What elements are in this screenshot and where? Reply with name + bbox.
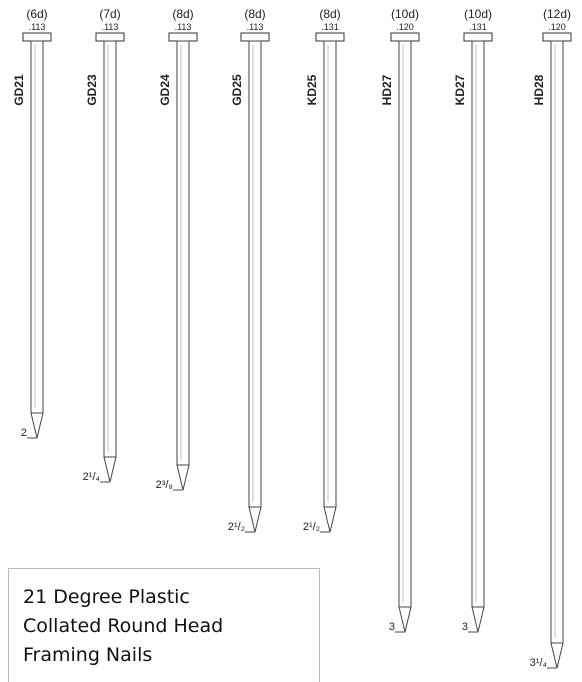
nail-length: 3: [389, 621, 395, 633]
nail-gauge: .131: [469, 22, 487, 32]
nail-code: GD25: [230, 74, 244, 106]
nail-point: [176, 464, 190, 491]
nail-head: [22, 32, 52, 42]
nail-head: [390, 32, 420, 42]
nail-head: [542, 32, 572, 42]
nail-shank: [550, 40, 564, 644]
nail-length: 2¹/₄: [83, 471, 101, 483]
nail-size: (8d): [244, 7, 265, 21]
nail-length: 2³/₈: [156, 479, 173, 491]
nail-point: [550, 642, 564, 669]
nail-size: (6d): [26, 7, 47, 21]
nail-shank: [471, 40, 485, 608]
nail-gauge: .113: [29, 22, 46, 32]
nail-point: [323, 506, 337, 533]
nail-gauge: .120: [396, 22, 414, 32]
nail-size: (12d): [543, 7, 571, 21]
nail-gauge: .113: [247, 22, 264, 32]
nail-head: [168, 32, 198, 42]
nail-length: 3¹/₄: [530, 657, 548, 669]
nail-shank: [103, 40, 117, 458]
caption-line: Framing Nails: [23, 644, 153, 666]
nail-length: 3: [462, 621, 468, 633]
nail-length: 2¹/₂: [303, 521, 320, 533]
nail-gauge: .131: [321, 22, 339, 32]
nail-length: 2: [21, 427, 27, 439]
nail-code: HD27: [380, 74, 394, 105]
nail-code: GD23: [85, 74, 99, 106]
nail-gauge: .113: [102, 22, 119, 32]
nail-head: [463, 32, 493, 42]
nail-gauge: .120: [548, 22, 566, 32]
nail-shank: [398, 40, 412, 608]
nail-code: HD28: [532, 74, 546, 105]
nail-size: (7d): [99, 7, 120, 21]
nail-shank: [323, 40, 337, 508]
nail-shank: [176, 40, 190, 466]
nail-point: [398, 606, 412, 633]
nail-code: GD21: [12, 74, 26, 106]
nail-code: GD24: [158, 74, 172, 106]
nail-size: (10d): [464, 7, 492, 21]
nail-head: [315, 32, 345, 42]
nail-code: KD27: [453, 74, 467, 105]
nail-point: [30, 412, 44, 439]
nail-point: [248, 506, 262, 533]
nail-size: (10d): [391, 7, 419, 21]
nail-gauge: .113: [175, 22, 192, 32]
nail-point: [103, 456, 117, 483]
nail-size: (8d): [319, 7, 340, 21]
nail-head: [240, 32, 270, 42]
caption-line: 21 Degree Plastic: [23, 586, 190, 608]
nail-shank: [30, 40, 44, 414]
nail-head: [95, 32, 125, 42]
caption-line: Collated Round Head: [23, 615, 224, 637]
nail-shank: [248, 40, 262, 508]
nail-size: (8d): [172, 7, 193, 21]
nail-code: KD25: [305, 74, 319, 105]
caption-box: 21 Degree Plastic Collated Round Head Fr…: [8, 568, 320, 682]
nail-point: [471, 606, 485, 633]
nail-length: 2¹/₂: [228, 521, 245, 533]
